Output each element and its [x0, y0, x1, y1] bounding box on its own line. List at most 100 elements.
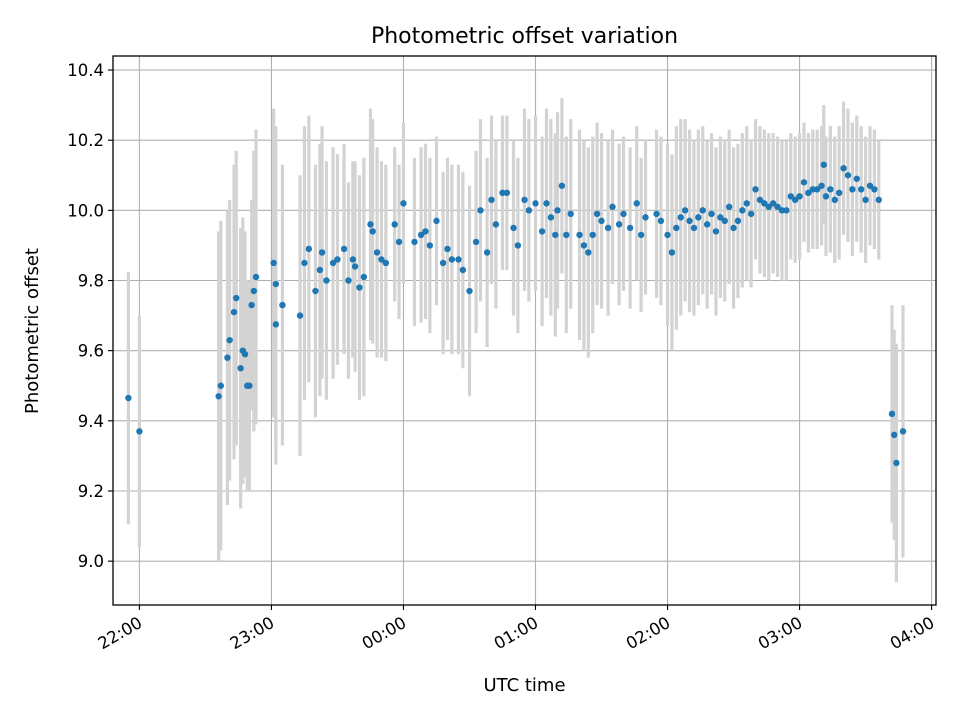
- data-point: [521, 196, 528, 204]
- data-point: [136, 428, 143, 435]
- data-point: [488, 196, 495, 204]
- data-point: [305, 245, 313, 253]
- data-point: [653, 210, 660, 218]
- data-point: [296, 312, 304, 319]
- x-tick-label: 01:00: [491, 613, 542, 653]
- data-point: [765, 203, 772, 211]
- data-point: [252, 273, 260, 281]
- data-point: [633, 200, 640, 207]
- data-point: [677, 214, 684, 221]
- data-point: [589, 231, 596, 239]
- data-point: [483, 249, 491, 256]
- data-point: [329, 259, 337, 267]
- data-point: [725, 203, 733, 211]
- data-point: [373, 249, 381, 256]
- y-tick-label: 9.2: [78, 482, 104, 501]
- data-point: [248, 301, 255, 309]
- y-tick-label: 9.6: [78, 342, 104, 361]
- data-point: [620, 210, 627, 218]
- data-point: [673, 224, 680, 232]
- data-point: [598, 217, 605, 225]
- data-point: [538, 228, 546, 235]
- y-ticks: 9.0 9.2 9.4 9.6 9.8 10.0 10.2 10.4: [67, 61, 113, 571]
- data-point: [774, 203, 781, 211]
- data-point: [604, 224, 612, 232]
- data-point: [558, 182, 566, 189]
- data-point: [890, 431, 898, 439]
- data-point: [899, 428, 907, 435]
- y-tick-label: 9.0: [78, 552, 104, 571]
- data-point: [215, 393, 222, 400]
- data-point: [831, 196, 838, 204]
- data-point: [391, 221, 398, 228]
- data-point: [340, 245, 348, 253]
- data-point: [395, 238, 403, 246]
- data-point: [756, 196, 764, 204]
- data-point: [813, 186, 821, 193]
- data-point: [853, 175, 860, 182]
- data-point: [739, 207, 746, 214]
- data-point: [752, 186, 759, 193]
- data-point: [459, 266, 467, 274]
- data-point: [805, 189, 812, 197]
- data-point: [422, 228, 429, 235]
- x-tick-label: 02:00: [623, 613, 674, 653]
- data-point: [345, 277, 352, 284]
- data-point: [426, 242, 434, 249]
- data-point: [769, 200, 777, 207]
- data-point: [703, 221, 711, 228]
- data-point: [217, 382, 225, 389]
- data-point: [554, 207, 561, 214]
- data-point: [411, 238, 418, 246]
- data-point: [626, 224, 634, 232]
- data-point: [417, 231, 425, 239]
- data-point: [734, 217, 742, 225]
- data-point: [642, 214, 649, 221]
- data-point: [455, 256, 462, 263]
- data-point: [316, 266, 324, 274]
- data-point: [233, 294, 240, 302]
- data-point: [492, 221, 500, 228]
- data-point: [279, 301, 286, 309]
- data-point: [783, 207, 790, 214]
- data-point: [681, 207, 689, 214]
- data-point: [615, 221, 623, 228]
- data-point: [439, 259, 447, 267]
- data-point: [301, 259, 308, 267]
- data-point: [369, 228, 376, 235]
- data-point: [708, 210, 715, 218]
- data-point: [466, 287, 473, 295]
- data-point: [800, 179, 808, 186]
- x-tick-label: 00:00: [359, 613, 410, 653]
- data-point: [318, 249, 326, 256]
- data-point: [743, 200, 750, 207]
- data-point: [552, 231, 559, 239]
- data-point: [360, 273, 368, 281]
- data-point: [787, 193, 794, 200]
- data-point: [730, 224, 737, 232]
- y-tick-label: 9.8: [78, 272, 104, 291]
- data-point: [809, 186, 816, 193]
- data-point: [334, 256, 341, 263]
- data-point: [510, 224, 517, 232]
- data-point: [747, 210, 755, 218]
- data-point: [378, 256, 385, 263]
- data-point: [237, 365, 244, 372]
- data-point: [382, 259, 390, 267]
- data-point: [547, 214, 555, 221]
- data-point: [543, 200, 550, 207]
- data-point: [844, 172, 852, 179]
- x-ticks: 22:00 23:00 00:00 01:00 02:00 03:00 04:00: [95, 605, 938, 653]
- data-point: [668, 249, 676, 256]
- data-point: [351, 263, 359, 270]
- data-point: [822, 193, 830, 200]
- data-point: [246, 382, 253, 389]
- data-point: [367, 221, 374, 228]
- x-tick-label: 22:00: [95, 613, 146, 653]
- data-point: [525, 207, 533, 214]
- data-point: [690, 224, 698, 232]
- data-point: [576, 231, 583, 239]
- data-point: [712, 228, 720, 235]
- y-axis-label: Photometric offset: [22, 248, 43, 414]
